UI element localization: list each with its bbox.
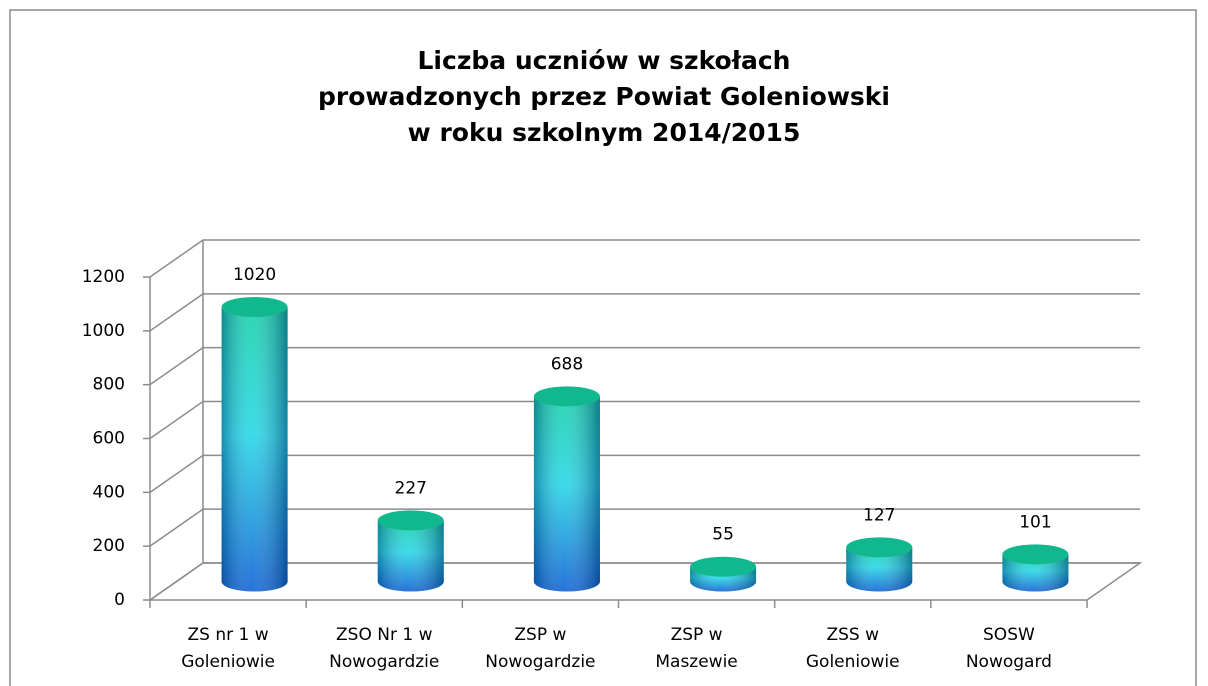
grid-line: [149, 400, 1140, 440]
chart-title: prowadzonych przez Powiat Goleniowski: [318, 82, 890, 111]
grid-line: [149, 239, 1140, 278]
x-tick-label: ZS nr 1 w: [188, 625, 269, 645]
x-tick-label: Maszewie: [655, 652, 737, 672]
x-tick-label: Goleniowie: [806, 652, 900, 672]
grid-line: [149, 508, 1140, 547]
chart-title: w roku szkolnym 2014/2015: [408, 118, 801, 147]
x-tick-label: Nowogardzie: [329, 652, 439, 672]
y-tick-label: 0: [114, 590, 125, 610]
x-tick-label: ZSO Nr 1 w: [336, 625, 433, 645]
bar-top: [377, 510, 444, 531]
x-tick-label: ZSS w: [826, 625, 879, 645]
grid-line: [149, 293, 1140, 332]
grid-line: [149, 454, 1140, 493]
y-tick-label: 600: [93, 429, 125, 449]
y-tick-label: 400: [93, 482, 125, 502]
grid-line: [149, 562, 1140, 601]
bar-shade: [377, 520, 444, 592]
x-tick-label: Goleniowie: [181, 652, 275, 672]
x-tick-label: ZSP w: [671, 625, 723, 645]
x-tick-label: Nowogardzie: [485, 652, 595, 672]
y-tick-label: 1200: [82, 267, 125, 287]
bar-shade: [1002, 554, 1069, 592]
bar-shade: [846, 547, 913, 592]
bar-top: [690, 556, 757, 577]
x-tick-label: Nowogard: [966, 652, 1052, 672]
data-label: 1020: [233, 265, 276, 285]
bar-shade: [533, 396, 600, 592]
data-label: 688: [551, 354, 583, 374]
data-label: 101: [1019, 512, 1051, 532]
data-label: 55: [712, 525, 734, 545]
y-tick-label: 800: [93, 375, 125, 395]
x-tick-label: SOSW: [983, 625, 1035, 645]
bar-top: [533, 386, 600, 407]
bar-top: [1002, 544, 1069, 565]
chart-title: Liczba uczniów w szkołach: [418, 46, 791, 75]
grid-line: [149, 346, 1140, 386]
x-tick-label: ZSP w: [514, 625, 566, 645]
bar-top: [846, 537, 913, 558]
bar-shade: [221, 306, 288, 592]
data-label: 127: [863, 505, 895, 525]
data-label: 227: [395, 478, 427, 498]
y-tick-label: 200: [93, 536, 125, 556]
bar-top: [221, 296, 288, 317]
y-tick-label: 1000: [82, 321, 125, 341]
